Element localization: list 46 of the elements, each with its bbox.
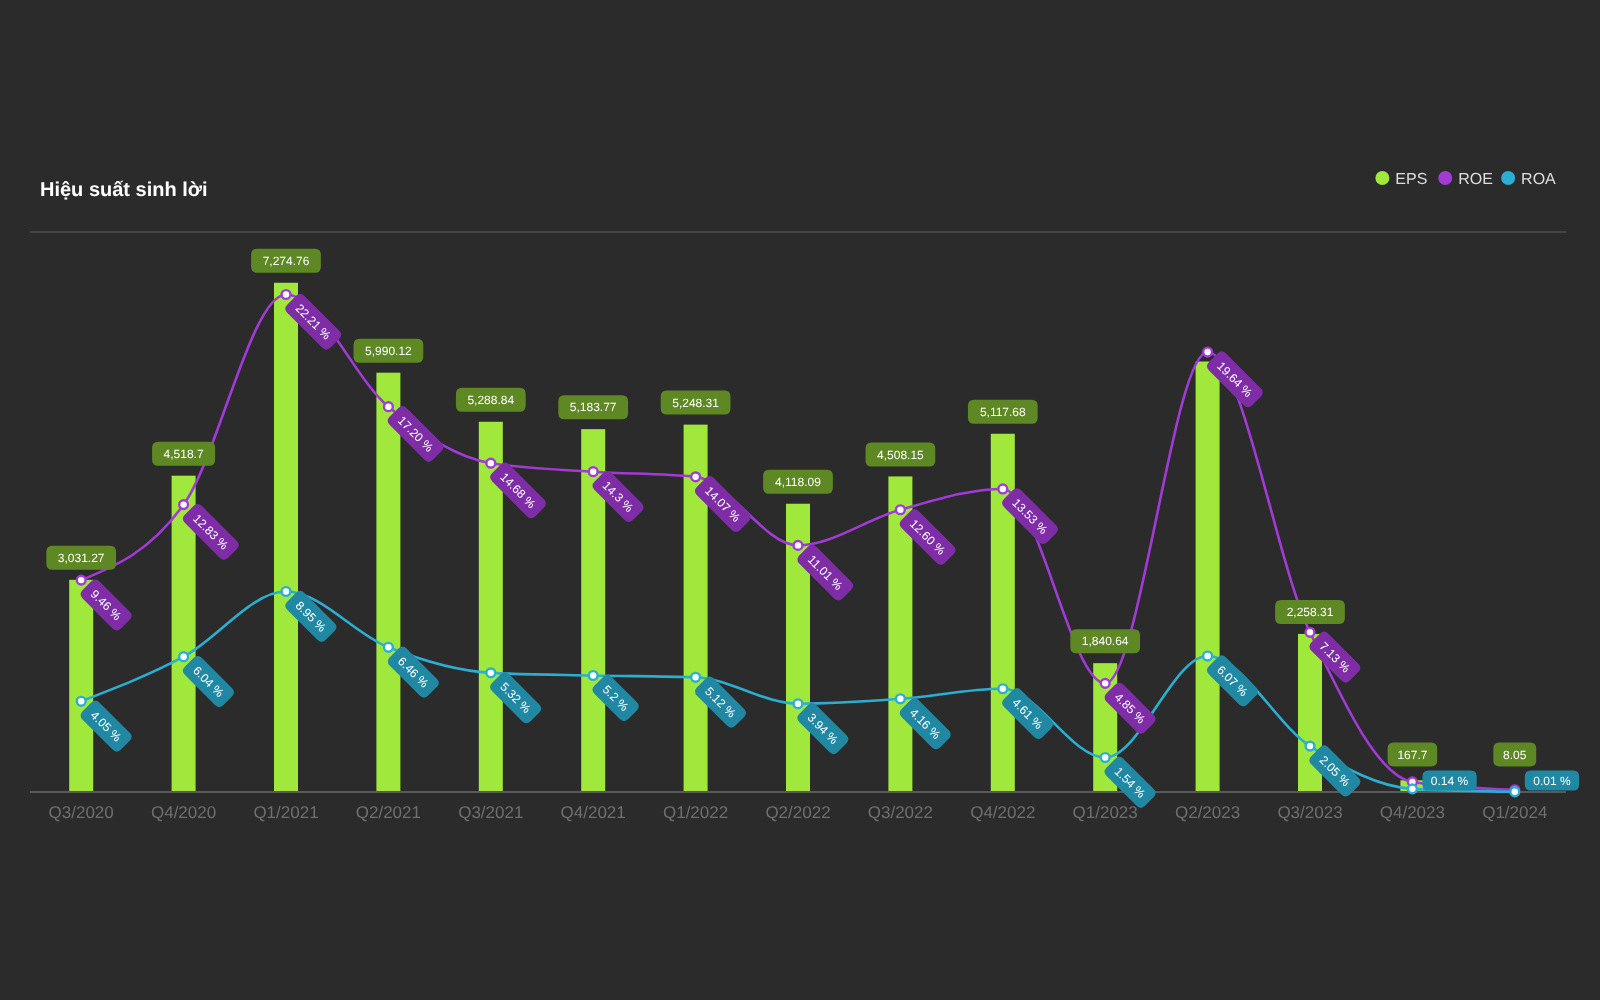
- point: [280, 288, 292, 301]
- point: [1202, 650, 1214, 662]
- x-tick-label: Q3/2023: [1277, 801, 1344, 822]
- point: [75, 695, 87, 707]
- x-tick-label: Q1/2023: [1072, 801, 1139, 822]
- point: [792, 539, 804, 551]
- point: [1099, 677, 1111, 689]
- point: [178, 651, 190, 663]
- point: [587, 466, 599, 478]
- point: [280, 585, 292, 598]
- x-tick-label: Q3/2021: [458, 801, 524, 822]
- x-tick-label: Q4/2021: [560, 801, 627, 822]
- x-tick-label: Q2/2022: [765, 801, 832, 822]
- legend-label: ROE: [1458, 169, 1493, 188]
- point: [485, 457, 497, 469]
- point: [1304, 626, 1316, 638]
- point: [1099, 751, 1111, 764]
- legend-label: ROA: [1521, 169, 1558, 188]
- point: [382, 401, 394, 413]
- point: [894, 693, 906, 705]
- x-tick-label: Q1/2022: [662, 801, 729, 822]
- point: [485, 667, 497, 679]
- point: [690, 671, 702, 683]
- legend-label: EPS: [1395, 169, 1428, 188]
- point: [690, 471, 702, 483]
- point: [587, 669, 599, 682]
- x-tick-label: Q4/2022: [970, 801, 1036, 822]
- x-tick-label: Q2/2023: [1174, 801, 1241, 822]
- point: [382, 641, 394, 653]
- x-tick-label: Q2/2021: [355, 801, 422, 822]
- point: [75, 574, 87, 586]
- chart-title: Hiệu suất sinh lời: [40, 180, 209, 202]
- point: [894, 504, 906, 516]
- point: [178, 499, 190, 511]
- point: [1304, 740, 1316, 752]
- x-tick-label: Q1/2021: [253, 801, 320, 822]
- point: [997, 683, 1009, 695]
- x-tick-label: Q3/2020: [48, 801, 115, 822]
- x-tick-label: Q4/2023: [1379, 801, 1446, 822]
- x-tick-label: Q1/2024: [1482, 801, 1548, 822]
- point: [997, 483, 1009, 495]
- point: [1202, 346, 1214, 358]
- point: [1406, 783, 1418, 795]
- x-tick-label: Q3/2022: [867, 801, 934, 822]
- point: [792, 698, 804, 710]
- x-tick-label: Q4/2020: [150, 801, 217, 822]
